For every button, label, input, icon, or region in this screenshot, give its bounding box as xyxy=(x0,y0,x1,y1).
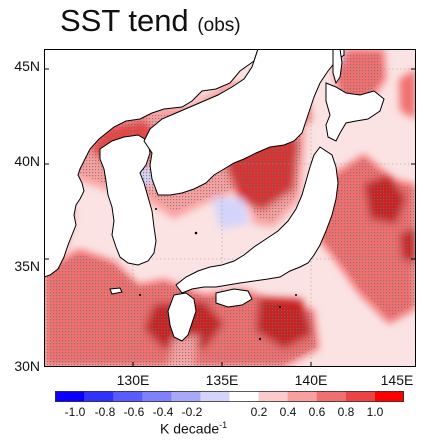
colorbar-unit: K decade-1 xyxy=(160,420,227,437)
sakhalin-land xyxy=(332,49,343,85)
colorbar-unit-exponent: -1 xyxy=(219,420,228,430)
colorbar xyxy=(55,391,404,402)
colorbar-cell-11 xyxy=(374,391,404,402)
colorbar-border xyxy=(55,391,404,402)
title-sub: (obs) xyxy=(197,15,241,36)
sst-tendency-map xyxy=(44,49,416,367)
colorbar-cell-9 xyxy=(316,391,347,402)
honshu-land xyxy=(175,146,339,294)
small-islands xyxy=(139,208,297,341)
russian-coast-land xyxy=(143,49,345,196)
colorbar-label-0-2: 0.2 xyxy=(250,405,268,419)
kyushu-land xyxy=(167,292,197,342)
asian-mainland-land xyxy=(44,49,259,278)
lat-label-45n: 45N xyxy=(14,58,40,74)
colorbar-cell-10 xyxy=(345,391,376,402)
colorbar-label-neg0-8: -0.8 xyxy=(94,405,116,419)
colorbar-label-neg0-2: -0.2 xyxy=(181,405,203,419)
colorbar-unit-text: K decade xyxy=(160,420,220,437)
colorbar-label-0-8: 0.8 xyxy=(337,405,355,419)
colorbar-label-0-6: 0.6 xyxy=(308,405,326,419)
shikoku-land xyxy=(215,288,253,308)
lat-label-35n: 35N xyxy=(14,258,40,274)
colorbar-cell-8 xyxy=(287,391,318,402)
colorbar-cell-4 xyxy=(171,391,201,402)
colorbar-label-0-4: 0.4 xyxy=(279,405,297,419)
map-canvas xyxy=(44,49,416,367)
axis-ticks xyxy=(44,68,416,367)
title-main: SST tend xyxy=(60,3,189,38)
map-title: SST tend (obs) xyxy=(60,4,241,43)
lat-label-40n: 40N xyxy=(14,153,40,169)
lon-label-130e: 130E xyxy=(116,372,150,388)
colorbar-cell-2 xyxy=(113,391,143,402)
colorbar-cells xyxy=(55,391,404,402)
colorbar-label-neg1-0: -1.0 xyxy=(64,405,86,419)
map-border xyxy=(44,49,416,367)
colorbar-cell-7 xyxy=(258,391,289,402)
colorbar-label-neg0-6: -0.6 xyxy=(123,405,145,419)
colorbar-label-1-0: 1.0 xyxy=(366,405,384,419)
lon-label-135e: 135E xyxy=(205,372,239,388)
lon-label-145e: 145E xyxy=(380,372,414,388)
hokkaido-land xyxy=(325,82,385,142)
colorbar-cell-1 xyxy=(84,391,114,402)
colorbar-label-neg0-4: -0.4 xyxy=(152,405,174,419)
colorbar-cell-3 xyxy=(142,391,172,402)
land-masses xyxy=(44,49,385,342)
colorbar-cell-6 xyxy=(229,391,259,402)
jeju-land xyxy=(109,287,123,295)
lon-label-140e: 140E xyxy=(294,372,328,388)
lat-label-30n: 30N xyxy=(14,358,40,374)
colorbar-cell-5 xyxy=(200,391,230,402)
colorbar-cell-0 xyxy=(55,391,85,402)
